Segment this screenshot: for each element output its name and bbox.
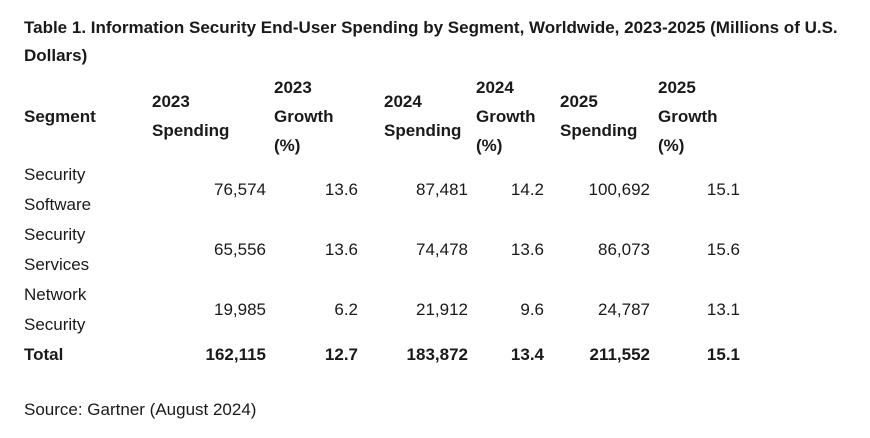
cell-segment: Security Software	[24, 165, 92, 214]
cell-2024-spending: 87,481	[416, 180, 468, 199]
header-2023-spending: 2023 Spending	[152, 92, 230, 140]
cell-total-2023-spending: 162,115	[205, 345, 266, 364]
cell-2024-spending: 74,478	[416, 240, 468, 259]
header-2023-growth: 2023 Growth (%)	[274, 77, 334, 155]
cell-2023-spending: 19,985	[214, 300, 266, 319]
cell-total-2024-growth: 13.4	[510, 345, 544, 364]
cell-segment: Security Services	[24, 225, 90, 274]
cell-2024-growth: 13.6	[510, 240, 544, 259]
cell-2023-growth: 13.6	[324, 240, 358, 259]
cell-2024-growth: 14.2	[510, 180, 544, 199]
cell-2025-growth: 15.6	[706, 240, 740, 259]
cell-2023-growth: 6.2	[334, 300, 358, 319]
cell-total-label: Total	[24, 345, 64, 364]
header-2024-growth: 2024 Growth (%)	[476, 77, 536, 155]
cell-2023-growth: 13.6	[324, 180, 358, 199]
header-2025-spending: 2025 Spending	[560, 92, 638, 140]
source-note: Source: Gartner (August 2024)	[24, 400, 257, 419]
header-2024-spending: 2024 Spending	[384, 92, 462, 140]
table-row: Security Services 65,556 13.6 74,478 13.…	[24, 220, 740, 280]
cell-2025-spending: 24,787	[598, 300, 650, 319]
cell-2025-spending: 100,692	[588, 180, 650, 199]
cell-total-2024-spending: 183,872	[406, 345, 468, 364]
cell-segment: Network Security	[24, 285, 87, 334]
cell-2024-growth: 9.6	[520, 300, 544, 319]
cell-2023-spending: 65,556	[214, 240, 266, 259]
spending-table: Segment 2023 Spending 2023 Growth (%) 20…	[24, 72, 740, 370]
table-total-row: Total 162,115 12.7 183,872 13.4 211,552 …	[24, 340, 740, 370]
cell-2025-spending: 86,073	[598, 240, 650, 259]
table-row: Security Software 76,574 13.6 87,481 14.…	[24, 160, 740, 220]
header-segment: Segment	[24, 106, 96, 126]
cell-total-2025-growth: 15.1	[706, 345, 740, 364]
table-caption: Table 1. Information Security End-User S…	[24, 18, 838, 65]
table-row: Network Security 19,985 6.2 21,912 9.6 2…	[24, 280, 740, 340]
header-2025-growth: 2025 Growth (%)	[658, 77, 718, 155]
cell-total-2023-growth: 12.7	[324, 345, 358, 364]
table-header-row: Segment 2023 Spending 2023 Growth (%) 20…	[24, 72, 740, 160]
cell-2025-growth: 13.1	[706, 300, 740, 319]
cell-2023-spending: 76,574	[214, 180, 266, 199]
cell-total-2025-spending: 211,552	[589, 345, 650, 364]
cell-2025-growth: 15.1	[706, 180, 740, 199]
cell-2024-spending: 21,912	[416, 300, 468, 319]
